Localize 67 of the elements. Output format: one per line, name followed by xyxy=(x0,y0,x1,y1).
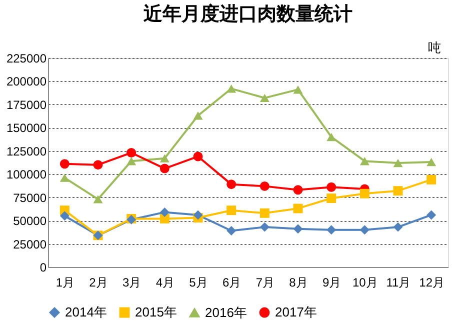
y-tick-label: 150000 xyxy=(6,121,47,136)
point xyxy=(160,164,170,174)
point xyxy=(193,111,203,120)
point xyxy=(360,225,370,235)
point xyxy=(160,207,170,217)
x-tick-label: 5月 xyxy=(189,276,208,290)
point xyxy=(193,152,203,162)
x-tick-label: 3月 xyxy=(122,276,142,290)
point xyxy=(193,210,203,220)
x-tick-label: 12月 xyxy=(419,276,445,290)
point xyxy=(360,188,370,198)
point xyxy=(226,180,236,190)
x-tick-label: 7月 xyxy=(256,276,275,290)
point xyxy=(426,210,436,220)
point xyxy=(326,182,336,192)
x-tick-label: 11月 xyxy=(386,276,411,290)
point xyxy=(293,224,303,234)
point xyxy=(326,132,336,142)
point xyxy=(360,157,370,166)
legend-label: 2014年 xyxy=(65,304,107,320)
y-tick-label: 25000 xyxy=(13,237,47,252)
y-tick-label: 100000 xyxy=(6,168,47,182)
point xyxy=(126,157,136,166)
point xyxy=(260,208,270,218)
x-tick-label: 6月 xyxy=(222,276,242,290)
point xyxy=(60,159,70,169)
x-tick-label: 10月 xyxy=(352,276,378,290)
y-tick-label: 200000 xyxy=(6,74,47,89)
x-tick-label: 9月 xyxy=(322,276,342,290)
point xyxy=(393,158,403,168)
y-tick-label: 125000 xyxy=(6,144,47,158)
point xyxy=(293,85,303,94)
point xyxy=(260,94,270,102)
point xyxy=(393,222,403,232)
y-tick-label: 225000 xyxy=(6,52,47,66)
x-tick-label: 4月 xyxy=(156,276,175,290)
x-tick-label: 8月 xyxy=(289,276,308,290)
point xyxy=(226,84,236,93)
legend-label: 2016年 xyxy=(205,304,247,320)
point xyxy=(60,211,70,221)
point xyxy=(326,194,336,204)
chart-title: 近年月度进口肉数量统计 xyxy=(142,3,352,25)
point xyxy=(226,206,236,216)
x-tick-label: 2月 xyxy=(89,276,108,290)
point xyxy=(126,148,136,158)
point xyxy=(93,195,103,204)
point xyxy=(426,174,436,184)
point xyxy=(393,186,403,196)
y-tick-label: 50000 xyxy=(13,214,47,228)
point xyxy=(426,158,436,166)
point xyxy=(326,225,336,235)
y-tick-label: 175000 xyxy=(6,98,47,112)
point xyxy=(160,154,170,162)
point xyxy=(93,160,103,170)
point xyxy=(60,174,70,182)
legend-label: 2017年 xyxy=(275,304,317,320)
point xyxy=(260,222,270,232)
y-tick-label: 0 xyxy=(40,260,47,274)
y-tick-label: 75000 xyxy=(13,190,47,205)
point xyxy=(160,214,170,224)
point xyxy=(293,204,303,214)
point xyxy=(293,185,303,195)
x-tick-label: 1月 xyxy=(56,276,75,290)
point xyxy=(260,181,270,191)
point xyxy=(226,226,236,236)
y-axis-title: 吨 xyxy=(428,40,441,55)
legend-label: 2015年 xyxy=(135,304,177,320)
